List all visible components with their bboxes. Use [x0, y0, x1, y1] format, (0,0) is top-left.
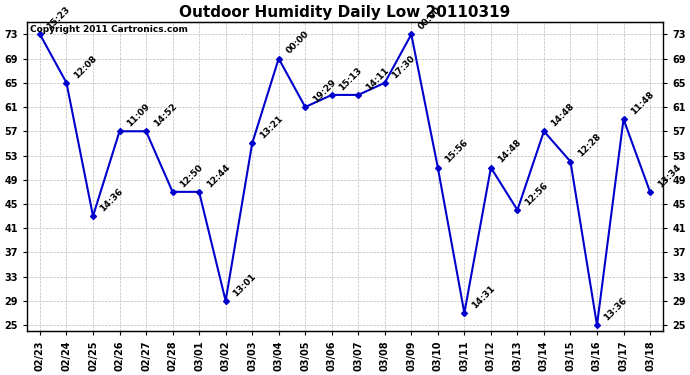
Text: 00:00: 00:00	[417, 5, 443, 32]
Text: 12:56: 12:56	[523, 181, 549, 207]
Text: Copyright 2011 Cartronics.com: Copyright 2011 Cartronics.com	[30, 26, 188, 34]
Text: 13:21: 13:21	[258, 114, 284, 141]
Text: 14:11: 14:11	[364, 66, 391, 92]
Text: 13:34: 13:34	[656, 162, 682, 189]
Text: 12:28: 12:28	[576, 132, 602, 159]
Text: 11:09: 11:09	[125, 102, 152, 129]
Text: 13:01: 13:01	[231, 272, 257, 298]
Text: 00:00: 00:00	[284, 30, 310, 56]
Text: 19:29: 19:29	[310, 78, 337, 104]
Text: 15:56: 15:56	[444, 138, 470, 165]
Text: 13:36: 13:36	[602, 296, 629, 322]
Text: 14:31: 14:31	[470, 284, 497, 310]
Text: 11:48: 11:48	[629, 90, 655, 116]
Title: Outdoor Humidity Daily Low 20110319: Outdoor Humidity Daily Low 20110319	[179, 4, 511, 20]
Text: 17:30: 17:30	[391, 53, 417, 80]
Text: 15:13: 15:13	[337, 66, 364, 92]
Text: 14:48: 14:48	[496, 138, 523, 165]
Text: 14:52: 14:52	[152, 102, 178, 129]
Text: 12:44: 12:44	[205, 162, 231, 189]
Text: 14:48: 14:48	[549, 102, 576, 129]
Text: 12:08: 12:08	[72, 54, 99, 80]
Text: 15:23: 15:23	[46, 5, 72, 32]
Text: 12:50: 12:50	[178, 162, 205, 189]
Text: 14:36: 14:36	[99, 187, 126, 213]
